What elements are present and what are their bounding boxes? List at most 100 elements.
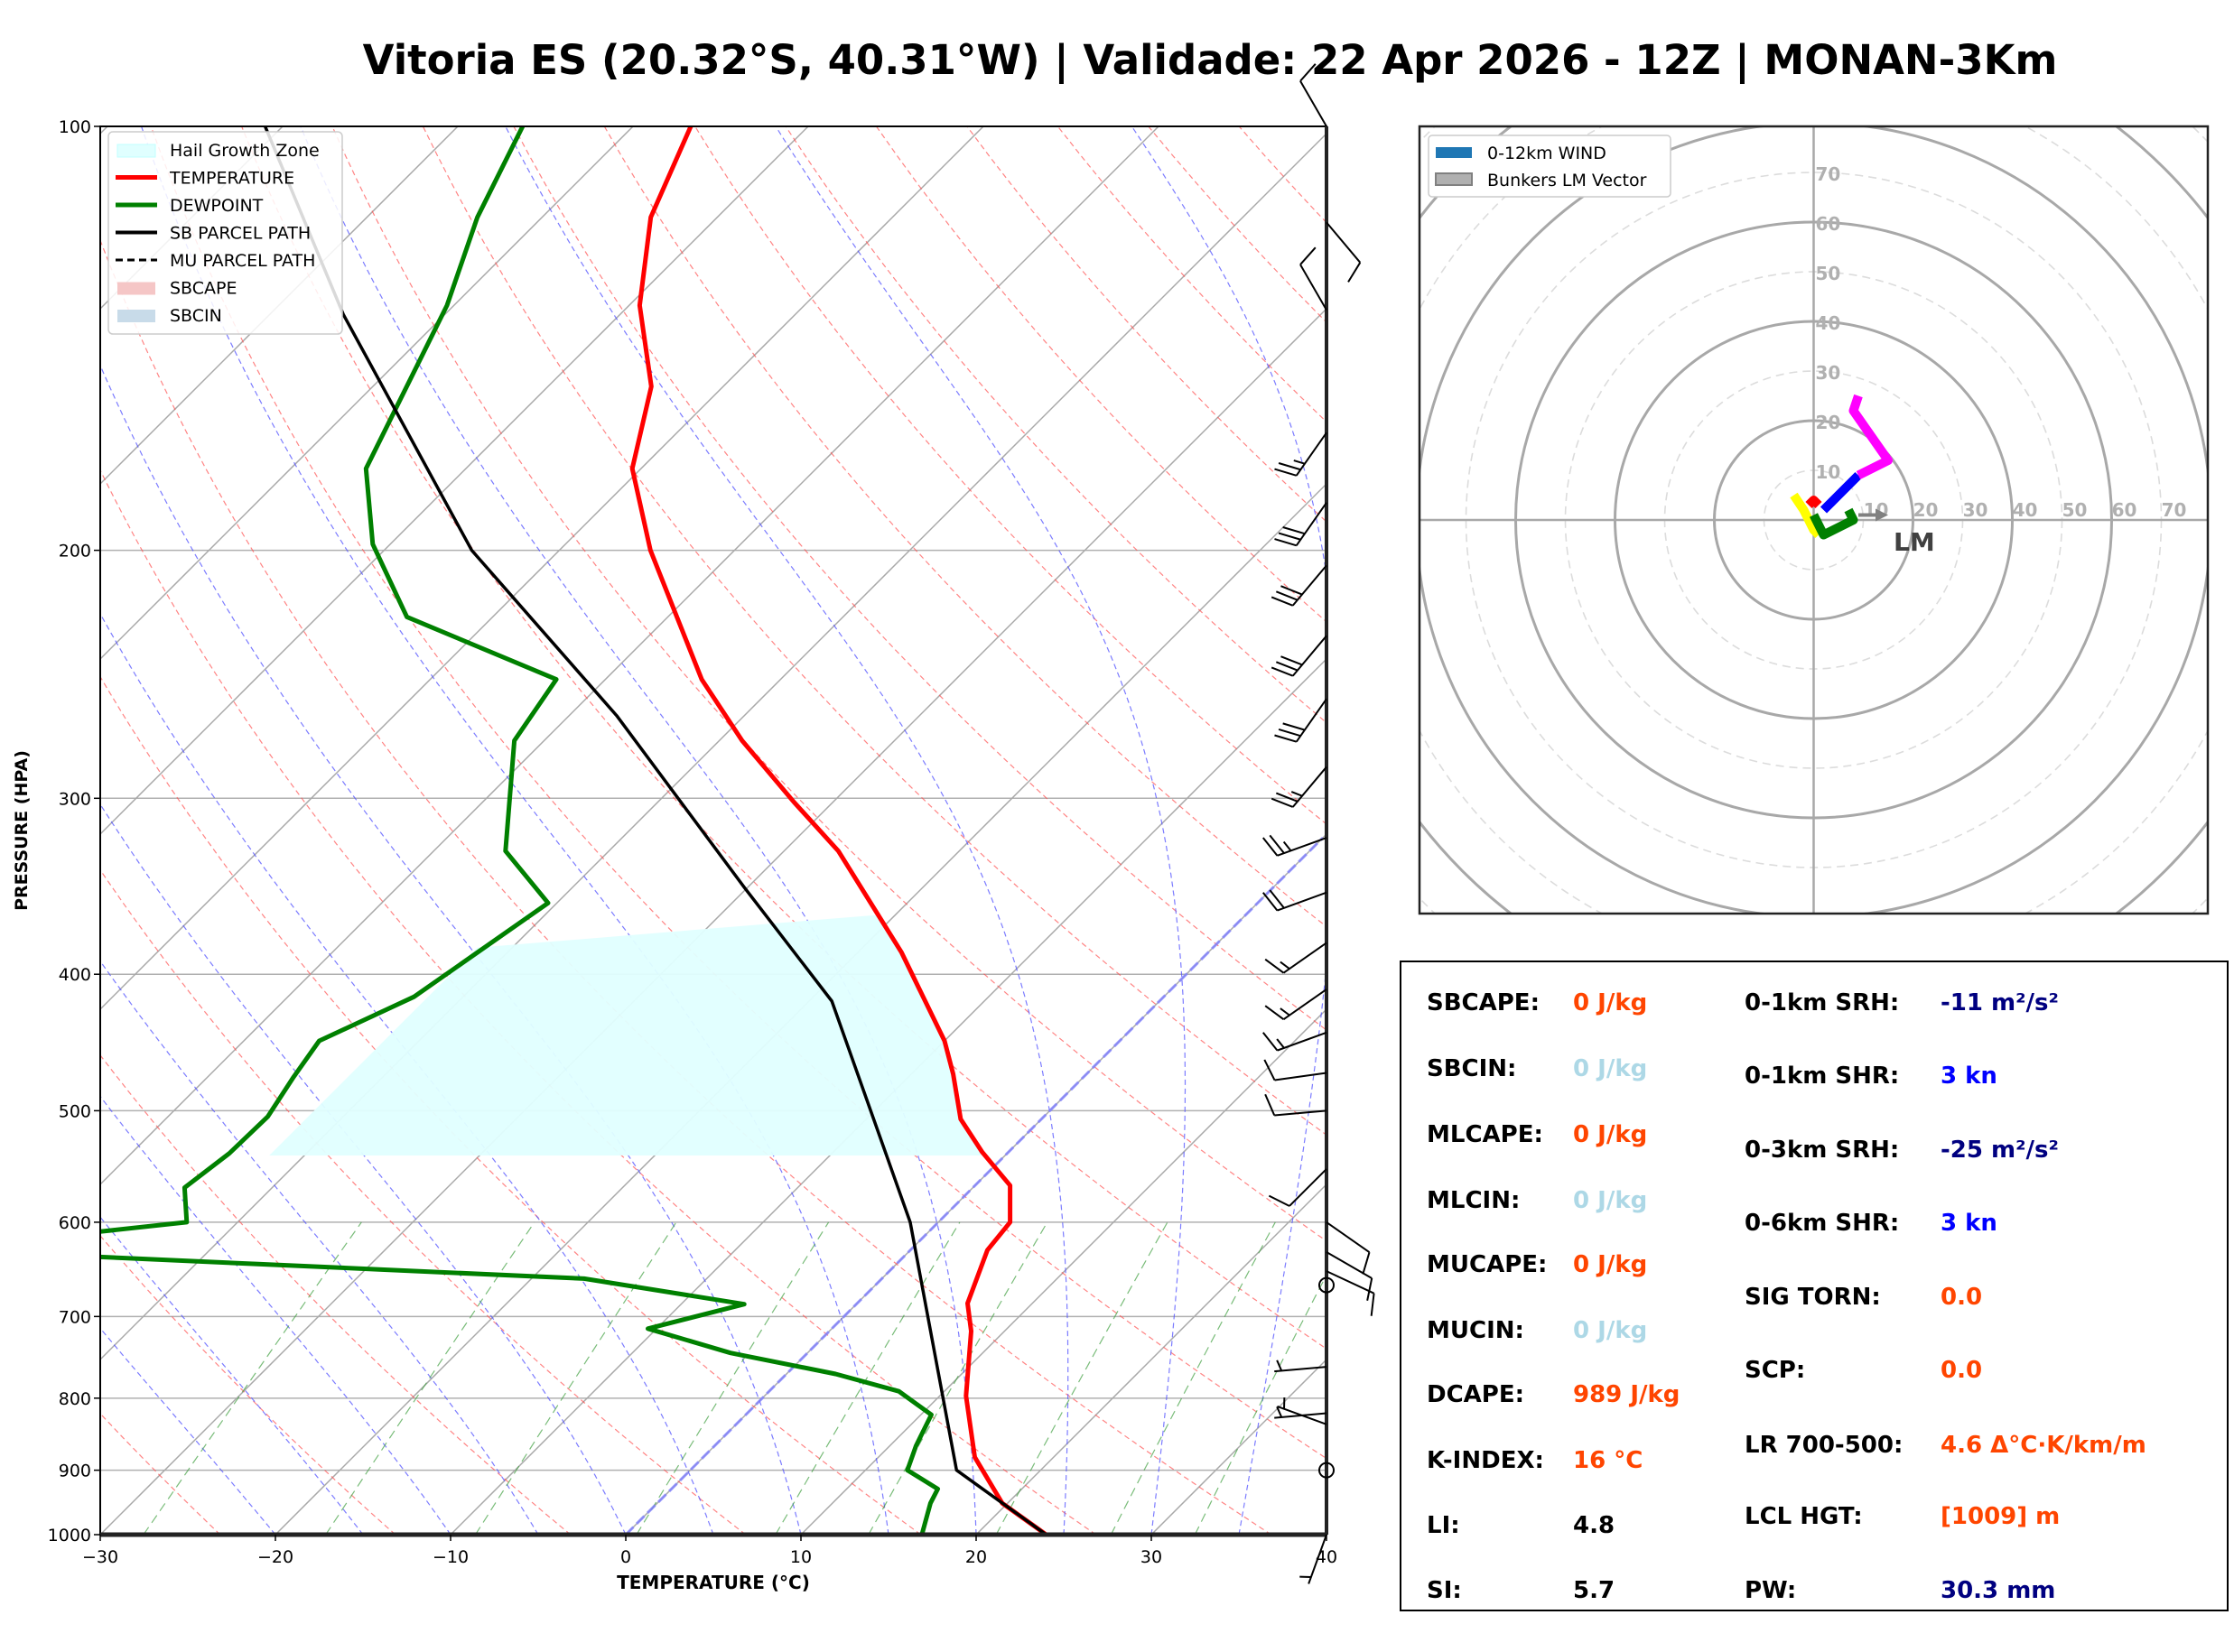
dry-adiabat: [100, 868, 747, 1535]
barb-shaft: [1326, 221, 1362, 264]
y-tick-label: 200: [59, 542, 91, 561]
wind-barb: [1271, 635, 1327, 677]
barb-half: [1290, 791, 1303, 797]
barb-shaft: [1274, 1109, 1327, 1117]
barb-shaft: [1277, 837, 1327, 857]
ring-label: 10: [1816, 461, 1841, 483]
stat-label: 0-1km SHR:: [1745, 1063, 1900, 1090]
legend-label: Bunkers LM Vector: [1487, 171, 1647, 190]
barb-shaft: [1295, 432, 1327, 477]
wind-barb: [1261, 889, 1327, 912]
stat-value: 4.6 Δ°C·K/km/m: [1941, 1432, 2146, 1459]
stat-label: SBCAPE:: [1427, 989, 1540, 1016]
ring-label: 60: [2112, 499, 2137, 521]
mixing-ratio-line: [474, 1221, 677, 1535]
skew-t-plot-area: [100, 126, 1326, 1535]
moist-adiabat: [775, 126, 1187, 1535]
hodograph-trace: [1810, 507, 1858, 540]
barb-full: [1269, 834, 1285, 854]
wind-barb: [1274, 698, 1327, 743]
barb-shaft: [1282, 988, 1327, 1021]
y-tick-label: 1000: [48, 1526, 91, 1545]
mixing-ratio-line: [995, 1221, 1168, 1535]
isotherm: [100, 126, 984, 1011]
barb-full: [1271, 797, 1294, 808]
x-tick-label: 10: [790, 1547, 812, 1567]
wind-barb: [1299, 246, 1327, 311]
barb-half: [1293, 459, 1306, 465]
moist-adiabat: [1131, 126, 1326, 1535]
freezing-isotherm: [624, 836, 1325, 1535]
barb-full: [1280, 585, 1303, 596]
barb-half: [1276, 1360, 1283, 1371]
hodograph: 1010202030304040505060607070LM: [1218, 0, 2234, 1116]
wind-barb: [1263, 1059, 1327, 1081]
dry-adiabat: [100, 1053, 572, 1535]
isotherm: [100, 126, 284, 311]
y-axis-label: PRESSURE (HPA): [12, 750, 32, 911]
barb-full: [1282, 722, 1306, 731]
calm-circle: [1318, 1276, 1335, 1294]
lm-arrow-head: [1876, 508, 1888, 522]
x-tick-label: 30: [1140, 1547, 1162, 1567]
ring-label: 70: [1816, 163, 1841, 185]
wind-barb: [1268, 1168, 1327, 1207]
stat-value: 0 J/kg: [1573, 1187, 1648, 1214]
mixing-ratio-line: [636, 1221, 830, 1535]
x-tick-label: −20: [257, 1547, 293, 1567]
barb-half: [1276, 1406, 1283, 1418]
plot-frame: [99, 125, 1327, 1536]
mixing-ratio-line: [325, 1221, 535, 1535]
legend-label: TEMPERATURE: [169, 169, 294, 189]
y-tick-label: 400: [59, 965, 91, 985]
stat-value: [1009] m: [1941, 1503, 2061, 1530]
isotherm: [100, 126, 809, 836]
legend-label: SBCIN: [170, 306, 222, 326]
stat-value: 5.7: [1573, 1577, 1615, 1604]
barb-shaft: [1274, 1072, 1327, 1081]
barb-full: [1264, 1093, 1276, 1116]
legend-swatch: [117, 310, 155, 322]
stat-label: DCAPE:: [1427, 1381, 1524, 1408]
ring-label: 40: [2013, 499, 2038, 521]
ring-label: 70: [2162, 499, 2187, 521]
barb-full: [1275, 792, 1299, 803]
dry-adiabat: [331, 126, 1326, 1242]
isotherm: [275, 482, 1326, 1535]
stat-value: 0 J/kg: [1573, 1317, 1648, 1344]
wind-barb: [1274, 1360, 1327, 1373]
wind-barb: [1261, 834, 1327, 857]
ring-label: 50: [1816, 263, 1841, 284]
wind-barb: [1299, 1534, 1327, 1584]
hodograph-ring: [1218, 0, 2234, 1116]
barb-shaft: [1289, 1168, 1327, 1207]
barb-full: [1261, 1032, 1279, 1052]
stat-label: LR 700-500:: [1745, 1432, 1904, 1459]
barb-full: [1366, 1277, 1373, 1301]
mixing-ratio-line: [775, 1221, 961, 1535]
barb-shaft: [1291, 564, 1327, 607]
wind-barb: [1264, 988, 1327, 1021]
barb-shaft: [1326, 1221, 1371, 1254]
legend-box: [107, 131, 343, 335]
barb-full: [1362, 1251, 1371, 1275]
moist-adiabat: [100, 960, 539, 1535]
moist-adiabat: [100, 803, 627, 1535]
hodograph-trace: [1805, 496, 1822, 509]
barb-full: [1271, 666, 1294, 677]
wind-barb: [1277, 1397, 1327, 1425]
dewpoint-line: [100, 126, 940, 1535]
stat-value: 0 J/kg: [1573, 1251, 1648, 1278]
hodograph-trace: [1790, 492, 1822, 539]
wind-barb: [1326, 1251, 1373, 1301]
calm-circle: [1318, 1462, 1335, 1479]
ring-label: 60: [1816, 213, 1841, 235]
y-tick-label: 500: [59, 1101, 91, 1121]
barb-shaft: [1295, 698, 1327, 743]
barb-half: [1280, 1007, 1290, 1016]
legend-label: SBCAPE: [170, 279, 237, 299]
isotherm: [975, 1183, 1326, 1535]
ring-label: 20: [1913, 499, 1939, 521]
isotherm: [100, 307, 1326, 1535]
stat-label: 0-3km SRH:: [1745, 1137, 1900, 1164]
